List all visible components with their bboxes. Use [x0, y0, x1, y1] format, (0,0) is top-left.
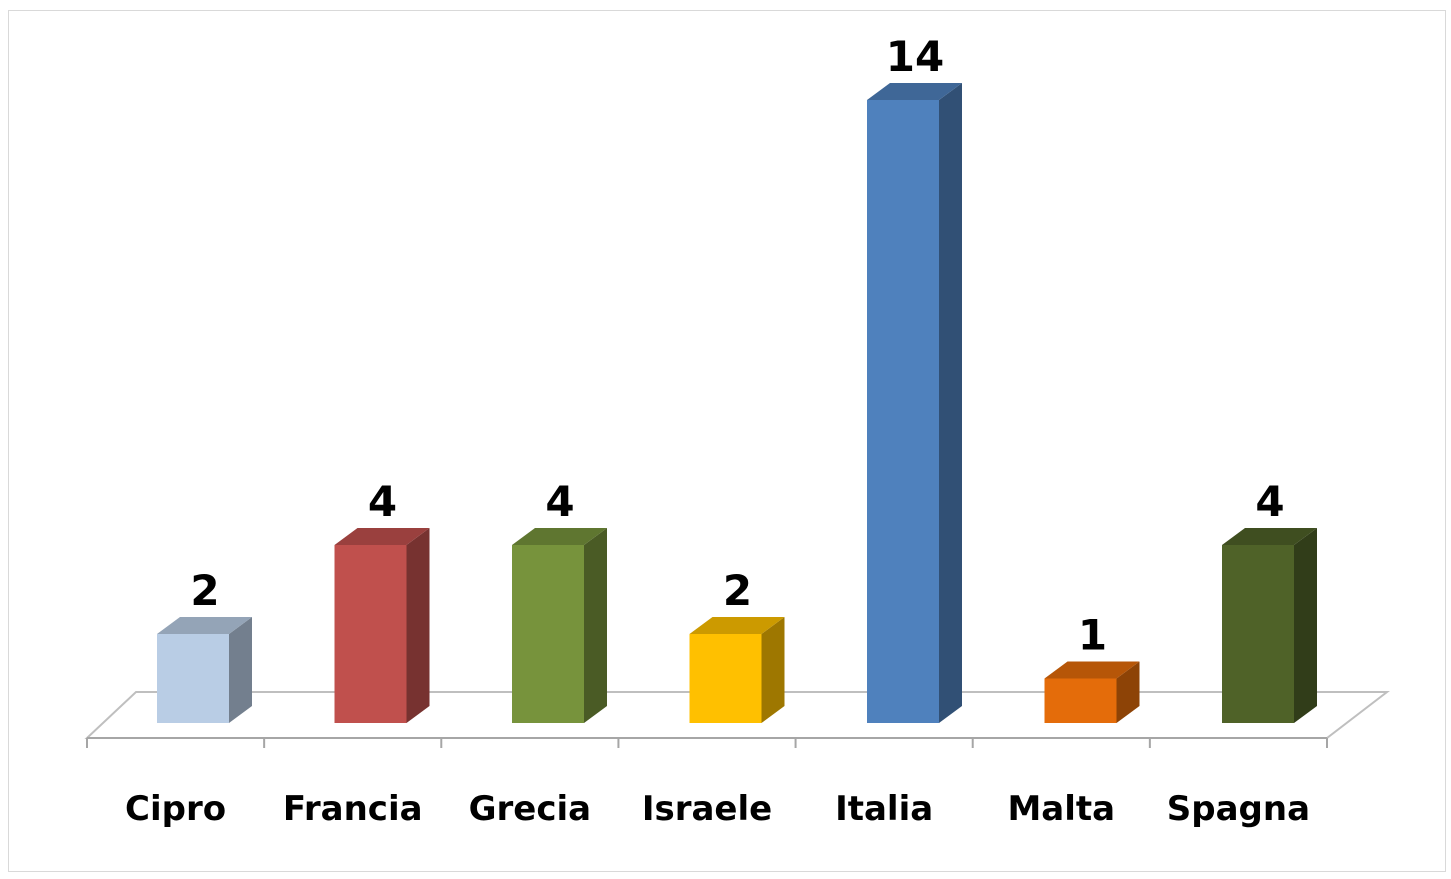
data-label: 2: [723, 566, 752, 615]
bar-front: [867, 100, 939, 723]
category-label: Israele: [642, 789, 772, 829]
bar-top: [1044, 661, 1140, 679]
bar-side: [1116, 661, 1140, 723]
bar-top: [867, 83, 962, 100]
bar-side: [939, 83, 962, 723]
bar-front: [689, 634, 762, 723]
bar-front: [1044, 678, 1117, 723]
data-label: 1: [1078, 611, 1107, 660]
category-labels-group: Cipro Francia Grecia Israele Italia Malta Spag…: [125, 789, 1310, 829]
bar-front: [512, 545, 584, 723]
data-label: 2: [190, 566, 219, 615]
bar-malta: [1044, 661, 1140, 723]
bar-front: [1222, 545, 1294, 723]
bars-group: [157, 83, 1317, 723]
data-label: 4: [1255, 477, 1284, 526]
bar-side: [406, 528, 430, 723]
bar-side: [1294, 528, 1317, 723]
bar-top: [512, 528, 607, 545]
category-label: Grecia: [469, 789, 592, 829]
category-label: Spagna: [1167, 789, 1310, 829]
bar-top: [334, 528, 430, 545]
chart-border: [8, 10, 1446, 872]
bar-spagna: [1222, 528, 1317, 723]
bar-side: [229, 617, 252, 723]
bar-israele: [689, 617, 785, 723]
category-label: Francia: [283, 789, 423, 829]
category-label: Cipro: [125, 789, 226, 829]
data-label: 4: [545, 477, 574, 526]
data-label: 14: [886, 32, 944, 81]
bar-cipro: [157, 617, 252, 723]
bar-italia: [867, 83, 962, 723]
data-label: 4: [368, 477, 397, 526]
bar-grecia: [512, 528, 607, 723]
bar-front: [334, 545, 407, 723]
bar-side: [761, 617, 785, 723]
bar-side: [584, 528, 607, 723]
bar-front: [157, 634, 229, 723]
category-label: Italia: [835, 789, 933, 829]
category-label: Malta: [1007, 789, 1115, 829]
bar-top: [157, 617, 252, 634]
bar-top: [689, 617, 785, 634]
bar-francia: [334, 528, 430, 723]
bar-top: [1222, 528, 1317, 545]
